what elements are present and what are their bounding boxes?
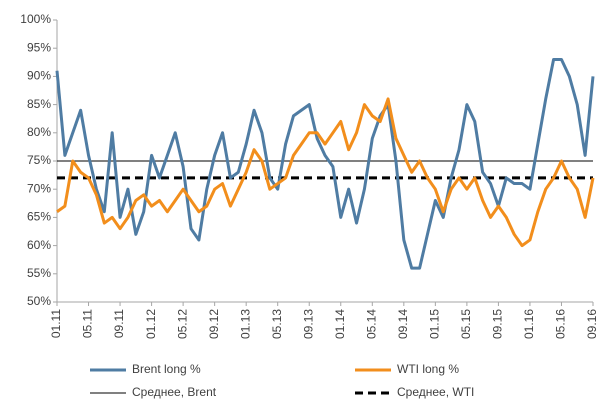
x-tick-label: 01.16 xyxy=(522,309,536,339)
x-tick-label: 01.15 xyxy=(428,309,442,339)
y-tick-label: 90% xyxy=(27,69,51,83)
x-tick-label: 09.13 xyxy=(301,309,315,339)
x-tick-label: 09.15 xyxy=(491,309,505,339)
x-tick-label: 09.12 xyxy=(207,309,221,339)
series-line xyxy=(55,57,595,270)
x-tick-label: 09.16 xyxy=(585,309,599,339)
x-tick-label: 09.14 xyxy=(396,309,410,339)
y-tick-label: 55% xyxy=(27,266,51,280)
y-tick-label: 50% xyxy=(27,294,51,308)
legend-label: WTI long % xyxy=(397,362,459,376)
x-tick-label: 01.13 xyxy=(238,309,252,339)
x-tick-label: 01.12 xyxy=(144,309,158,339)
y-tick-label: 75% xyxy=(27,153,51,167)
y-tick-label: 100% xyxy=(20,12,51,26)
x-tick-label: 05.16 xyxy=(554,309,568,339)
y-tick-label: 60% xyxy=(27,238,51,252)
x-tick-label: 05.14 xyxy=(364,309,378,339)
x-tick-label: 01.11 xyxy=(49,309,63,338)
x-tick-label: 01.14 xyxy=(333,309,347,339)
legend-label: Brent long % xyxy=(132,362,201,376)
y-tick-label: 80% xyxy=(27,125,51,139)
legend-label: Среднее, WTI xyxy=(397,385,474,399)
y-tick-label: 65% xyxy=(27,210,51,224)
series-line xyxy=(56,97,595,248)
y-tick-label: 95% xyxy=(27,40,51,54)
y-tick-label: 85% xyxy=(27,97,51,111)
x-tick-label: 05.15 xyxy=(459,309,473,339)
legend-label: Среднее, Brent xyxy=(132,385,217,399)
x-tick-label: 05.13 xyxy=(270,309,284,339)
x-tick-label: 05.11 xyxy=(81,309,95,338)
x-tick-label: 05.12 xyxy=(175,309,189,339)
x-tick-label: 09.11 xyxy=(112,309,126,338)
y-tick-label: 70% xyxy=(27,181,51,195)
